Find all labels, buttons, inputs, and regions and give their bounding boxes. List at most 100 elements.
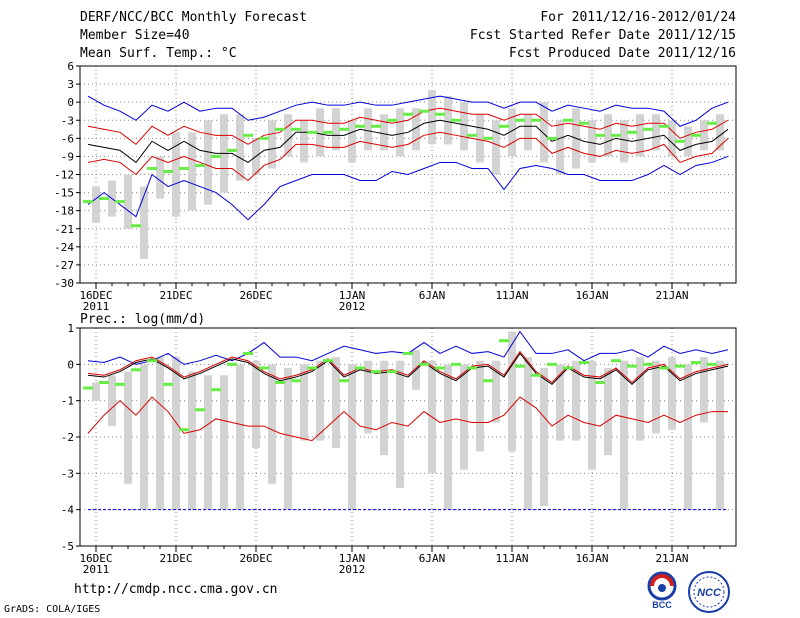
forecast-mark (99, 381, 109, 384)
ensemble-bar (476, 360, 484, 452)
y-tick-label: -15 (54, 187, 74, 200)
forecast-mark (563, 118, 573, 122)
x-year-label: 2011 (83, 300, 110, 313)
ensemble-bar (444, 96, 452, 145)
x-tick-label: 11JAN (495, 552, 528, 565)
forecast-mark (211, 154, 221, 158)
forecast-mark (403, 351, 413, 355)
forecast-mark (547, 362, 557, 366)
ensemble-bar (300, 364, 308, 441)
forecast-mark (387, 370, 397, 374)
ensemble-bar (396, 108, 404, 157)
x-tick-label: 21JAN (655, 552, 688, 565)
y-tick-label: 6 (67, 60, 74, 73)
ensemble-bar (204, 375, 212, 510)
forecast-mark (323, 130, 333, 134)
ensemble-bar (652, 360, 660, 434)
y-tick-label: -3 (61, 467, 74, 480)
grads-credit: GrADS: COLA/IGES (4, 604, 101, 615)
ensemble-bar (604, 367, 612, 456)
x-tick-label: 16JAN (575, 552, 608, 565)
ensemble-bar (156, 357, 164, 510)
series-line-lower (87, 131, 729, 182)
forecast-mark (99, 197, 109, 201)
ensemble-bar (444, 364, 452, 510)
forecast-mark (179, 428, 189, 432)
chart-title: DERF/NCC/BCC Monthly Forecast (80, 10, 307, 25)
forecast-mark (419, 362, 429, 366)
x-tick-label: 21DEC (159, 552, 192, 565)
y-tick-label: -30 (54, 277, 74, 290)
ensemble-bar (684, 364, 692, 510)
forecast-mark (355, 366, 365, 370)
ensemble-bar (508, 108, 516, 157)
y-tick-label: -27 (54, 259, 74, 272)
y-tick-label: 3 (67, 78, 74, 91)
y-tick-label: -24 (54, 241, 74, 254)
forecast-mark (467, 366, 477, 370)
forecast-mark (211, 388, 221, 392)
forecast-mark (547, 136, 557, 140)
forecast-mark (611, 133, 621, 137)
series-line-max (87, 330, 729, 365)
ensemble-bar (220, 375, 228, 510)
forecast-mark (115, 200, 125, 204)
forecast-mark (243, 133, 253, 137)
ensemble-bar (540, 367, 548, 507)
ensemble-bar (556, 364, 564, 441)
ensemble-bar (636, 357, 644, 441)
forecast-mark (483, 379, 493, 383)
forecast-mark (131, 368, 141, 372)
forecast-mark (307, 366, 317, 370)
source-url[interactable]: http://cmdp.ncc.cma.gov.cn (74, 582, 278, 597)
forecast-mark (403, 112, 413, 116)
forecast-mark (579, 361, 589, 365)
forecast-mark (467, 133, 477, 137)
ensemble-bar (652, 114, 660, 151)
ensemble-bar (284, 367, 292, 510)
ensemble-bar (476, 114, 484, 163)
ensemble-bar (172, 132, 180, 217)
ensemble-bar (268, 364, 276, 485)
x-tick-label: 1JAN (339, 289, 366, 302)
x-tick-label: 16JAN (575, 289, 608, 302)
y-tick-label: -6 (61, 132, 74, 145)
forecast-mark (275, 381, 285, 384)
forecast-mark (339, 127, 349, 131)
forecast-mark (707, 121, 717, 125)
ensemble-bar (364, 360, 372, 434)
fcst-produced-date: Fcst Produced Date 2011/12/16 (509, 46, 736, 61)
forecast-mark (419, 109, 429, 113)
ensemble-bar (668, 357, 676, 430)
ensemble-bar (716, 114, 724, 151)
x-tick-label: 1JAN (339, 552, 366, 565)
x-tick-label: 16DEC (79, 289, 112, 302)
ensemble-bar (524, 357, 532, 510)
ensemble-bar (524, 114, 532, 151)
forecast-mark (371, 370, 381, 374)
ensemble-bar (492, 120, 500, 175)
forecast-mark (691, 133, 701, 137)
ncc-logo-text: NCC (697, 587, 722, 599)
precip-panel-title: Prec.: log(mm/d) (80, 312, 205, 327)
ensemble-bar (492, 360, 500, 423)
x-year-label: 2012 (339, 563, 366, 576)
variable-label: Mean Surf. Temp.: °C (80, 46, 237, 61)
ensemble-bar (588, 120, 596, 163)
forecast-mark (643, 362, 653, 366)
ensemble-bar (684, 126, 692, 157)
forecast-mark (579, 121, 589, 125)
ensemble-bar (284, 114, 292, 157)
forecast-mark (627, 364, 637, 368)
forecast-mark (691, 361, 701, 365)
forecast-mark (595, 133, 605, 137)
ensemble-bar (236, 114, 244, 181)
forecast-mark (563, 366, 573, 370)
forecast-mark (675, 364, 685, 368)
ensemble-bar (316, 360, 324, 441)
ensemble-bar (92, 382, 100, 401)
ensemble-bar (316, 108, 324, 157)
ensemble-bar (700, 357, 708, 423)
ensemble-bar (556, 120, 564, 175)
